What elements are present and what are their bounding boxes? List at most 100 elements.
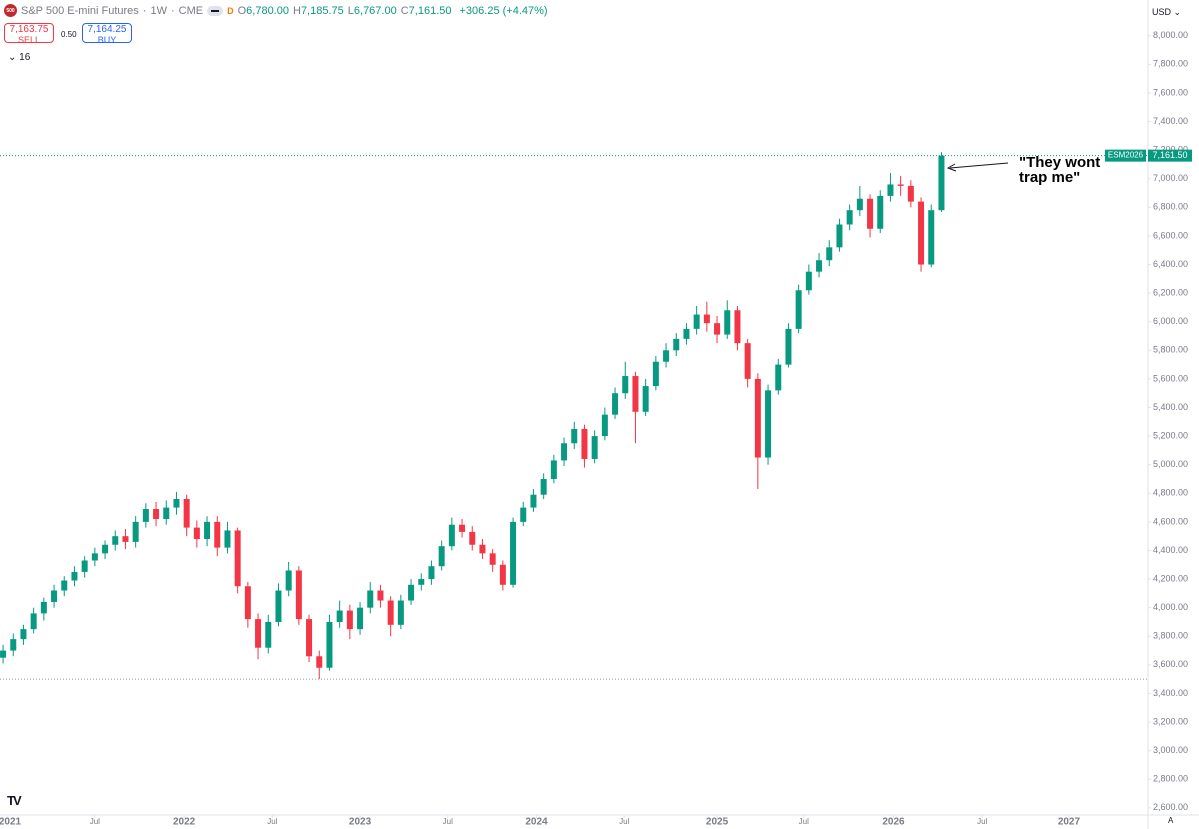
candle-body xyxy=(61,580,68,591)
candle-body xyxy=(479,544,486,554)
y-tick-label: 7,200.00 xyxy=(1153,145,1188,155)
change: +306.25 (+4.47%) xyxy=(459,4,548,17)
candle-body xyxy=(703,314,710,324)
candle-body xyxy=(346,610,353,630)
candle-body xyxy=(550,460,557,479)
candle-body xyxy=(785,328,792,365)
candle-body xyxy=(765,390,772,458)
candle-body xyxy=(754,378,761,458)
ohlc-value: 7,185.75 xyxy=(300,4,344,17)
candle-body xyxy=(724,310,731,335)
sep: · xyxy=(142,4,147,17)
sep: · xyxy=(170,4,175,17)
annotation-arrowhead xyxy=(946,163,957,172)
y-tick-label: 6,600.00 xyxy=(1153,230,1188,240)
candle-body xyxy=(10,639,17,651)
ohlc-key: L xyxy=(347,4,354,17)
candle-body xyxy=(744,343,751,379)
candle-body xyxy=(255,619,262,648)
candle-body xyxy=(91,553,98,561)
y-tick-label: 4,600.00 xyxy=(1153,516,1188,526)
candle-body xyxy=(193,527,200,540)
symbol-title[interactable]: S&P 500 E-mini Futures xyxy=(21,4,139,17)
y-tick-label: 7,800.00 xyxy=(1153,59,1188,69)
x-tick-label: 2021 xyxy=(0,817,22,828)
y-tick-label: 3,600.00 xyxy=(1153,659,1188,669)
candle-body xyxy=(591,436,598,459)
y-tick-label: 8,000.00 xyxy=(1153,30,1188,40)
candle-body xyxy=(234,530,241,587)
candle-body xyxy=(214,521,221,548)
candle-body xyxy=(530,494,537,508)
x-tick-label: 2026 xyxy=(882,817,905,828)
candle-body xyxy=(183,499,190,528)
y-tick-label: 3,200.00 xyxy=(1153,716,1188,726)
tradingview-logo[interactable]: TV xyxy=(7,793,22,808)
candle-body xyxy=(928,210,935,265)
sell-button[interactable]: 7,163.75 SELL xyxy=(4,23,54,45)
candle-body xyxy=(938,155,945,211)
y-tick-label: 6,200.00 xyxy=(1153,287,1188,297)
y-tick-label: 5,800.00 xyxy=(1153,345,1188,355)
indicators-toggle[interactable]: ⌄ 16 xyxy=(8,52,31,63)
candle-body xyxy=(918,201,925,265)
x-tick-label: Jul xyxy=(90,817,100,826)
candle-body xyxy=(469,531,476,545)
candle-body xyxy=(683,328,690,339)
candle-body xyxy=(581,428,588,459)
y-tick-label: 4,800.00 xyxy=(1153,488,1188,498)
last-price-tag xyxy=(1148,149,1192,162)
y-tick-label: 4,200.00 xyxy=(1153,573,1188,583)
currency-selector[interactable]: USD ⌄ xyxy=(1152,7,1182,17)
indicator-count: 16 xyxy=(19,52,31,63)
y-tick-label: 6,000.00 xyxy=(1153,316,1188,326)
buy-label: BUY xyxy=(97,35,117,45)
ohlc-value: 7,161.50 xyxy=(408,4,452,17)
y-tick-label: 5,400.00 xyxy=(1153,402,1188,412)
delay-flag: D xyxy=(227,5,234,16)
currency: USD xyxy=(1152,7,1172,17)
interval[interactable]: 1W xyxy=(150,4,167,17)
candle-body xyxy=(601,414,608,437)
auto-scale[interactable]: A xyxy=(1168,816,1174,825)
candle-body xyxy=(499,564,506,585)
candle-body xyxy=(836,224,843,248)
y-tick-label: 4,400.00 xyxy=(1153,545,1188,555)
candle-body xyxy=(877,195,884,229)
candle-body xyxy=(306,619,313,657)
candle-body xyxy=(408,584,415,601)
candle-body xyxy=(856,198,863,211)
candle-body xyxy=(775,364,782,391)
candle-body xyxy=(622,376,629,394)
candle-body xyxy=(693,314,700,329)
buy-price: 7,164.25 xyxy=(87,24,127,35)
candle-body xyxy=(642,386,649,412)
candle-body xyxy=(153,509,160,520)
annotation-line: "They wont xyxy=(1019,154,1101,171)
candle-body xyxy=(102,544,109,554)
x-tick-label: 2024 xyxy=(525,817,548,828)
candle-body xyxy=(244,586,251,620)
y-tick-label: 7,000.00 xyxy=(1153,173,1188,183)
candle-body xyxy=(907,185,914,202)
x-tick-label: 2025 xyxy=(706,817,729,828)
y-tick-label: 4,000.00 xyxy=(1153,602,1188,612)
candle-body xyxy=(397,600,404,625)
x-tick-label: Jul xyxy=(799,817,809,826)
candle-body xyxy=(887,184,894,196)
symbol-logo: 500 xyxy=(4,4,17,17)
candle-body xyxy=(30,613,37,630)
candle-body xyxy=(561,443,568,461)
market-status[interactable] xyxy=(207,5,224,16)
candle-body xyxy=(652,361,659,387)
candle-body xyxy=(805,271,812,291)
candle-body xyxy=(673,338,680,351)
ohlc-key: C xyxy=(400,4,409,17)
annotation-arrow xyxy=(949,162,1009,169)
candle-body xyxy=(663,350,670,362)
candle-body xyxy=(897,184,904,186)
buy-button[interactable]: 7,164.25 BUY xyxy=(82,23,132,45)
candle-body xyxy=(510,521,517,585)
